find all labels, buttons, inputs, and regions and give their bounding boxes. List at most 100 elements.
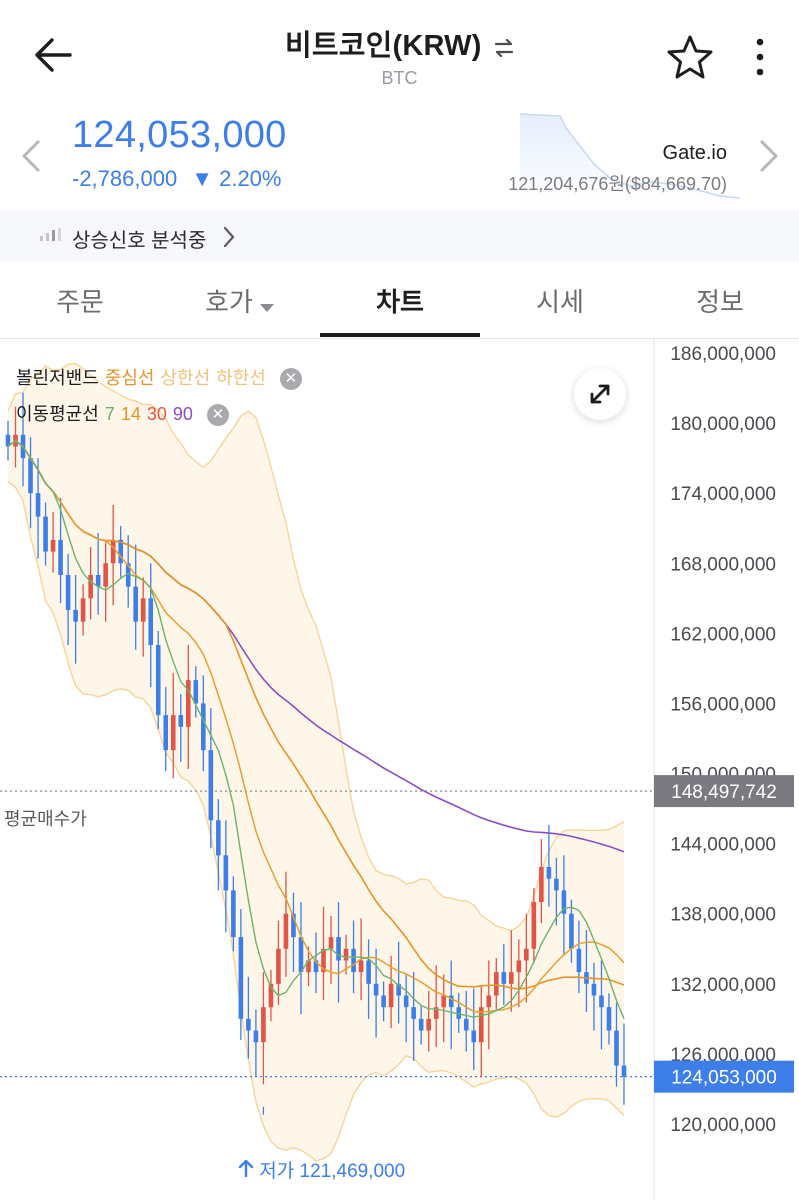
y-tick-label: 132,000,000 xyxy=(670,975,776,996)
signal-label: 상승신호 분석중 xyxy=(72,230,207,252)
candle-body xyxy=(606,1007,612,1031)
exchange-price: 121,204,676원($84,669.70) xyxy=(508,174,727,194)
candle-body xyxy=(35,493,41,517)
change-amount: -2,786,000 xyxy=(72,166,178,191)
y-tick-label: 138,000,000 xyxy=(670,905,776,926)
candle-body xyxy=(546,867,552,879)
candle-body xyxy=(291,913,296,938)
bollinger-legend: 볼린저밴드 중심선 상한선 하한선 ✕ xyxy=(16,364,308,391)
y-tick-label: 180,000,000 xyxy=(670,414,776,435)
tab-bar: 주문 호가 차트 시세 정보 xyxy=(0,262,799,339)
ma-close-icon[interactable]: ✕ xyxy=(206,404,229,427)
candle-body xyxy=(306,960,311,973)
candle-body xyxy=(5,434,11,447)
swap-icon[interactable] xyxy=(494,39,514,62)
candle-body xyxy=(328,937,334,949)
price-summary: 124,053,000 -2,786,000 ▼ 2.20% Gate.io 12… xyxy=(0,100,799,210)
mini-sparkline xyxy=(520,113,740,206)
candle-body xyxy=(148,598,154,646)
avg-buy-tag xyxy=(654,775,794,808)
candle-body xyxy=(396,983,401,996)
ma-14: 14 xyxy=(120,404,141,424)
candle-body xyxy=(388,983,394,1008)
candle-body xyxy=(80,598,86,622)
candle-body xyxy=(336,937,341,961)
candle-body xyxy=(561,890,567,914)
ma7-line xyxy=(7,439,625,1020)
ma-30: 30 xyxy=(146,404,167,424)
back-arrow-icon[interactable] xyxy=(30,30,80,80)
candle-body xyxy=(493,972,499,996)
tab-order[interactable]: 주문 xyxy=(56,287,104,317)
low-price-text: 저가 121,469,000 xyxy=(259,1161,406,1182)
ma-7: 7 xyxy=(104,404,115,424)
candle-body xyxy=(524,948,529,961)
candle-body xyxy=(231,890,236,938)
ma14-line xyxy=(7,439,625,1013)
tab-info[interactable]: 정보 xyxy=(696,287,744,317)
candle-body xyxy=(110,539,116,564)
candle-body xyxy=(50,539,56,552)
bollinger-close-icon[interactable]: ✕ xyxy=(279,368,302,391)
expand-fullscreen-button[interactable] xyxy=(574,368,626,420)
candle-body xyxy=(358,960,364,973)
candle-body xyxy=(276,948,281,984)
candle-body xyxy=(478,1007,484,1043)
bollinger-lower: 하한선 xyxy=(216,368,266,388)
candle-body xyxy=(95,574,101,587)
bollinger-upper-line xyxy=(7,362,625,932)
exchange-name: Gate.io xyxy=(662,142,727,164)
candle-body xyxy=(403,995,409,1008)
candle-body xyxy=(208,750,214,821)
candle-body xyxy=(599,995,604,1008)
ma-legend: 이동평균선 7 14 30 90 ✕ xyxy=(16,400,235,427)
signal-banner[interactable]: 상승신호 분석중 xyxy=(0,210,799,262)
candle-body xyxy=(509,972,514,984)
candle-body xyxy=(155,645,161,716)
avg-buy-tag-text: 148,497,742 xyxy=(671,782,777,803)
candle-body xyxy=(516,960,522,973)
favorite-star-icon[interactable] xyxy=(665,34,715,80)
price-change: -2,786,000 ▼ 2.20% xyxy=(72,166,281,192)
more-vertical-icon[interactable] xyxy=(748,36,772,78)
y-tick-label: 186,000,000 xyxy=(670,344,776,365)
tab-orderbook[interactable]: 호가 xyxy=(160,282,320,320)
prev-coin-chevron-icon[interactable] xyxy=(18,138,44,179)
candle-body xyxy=(313,960,319,973)
ma30-line xyxy=(7,439,625,990)
candle-body xyxy=(614,1030,619,1066)
candle-body xyxy=(539,867,544,903)
candle-body xyxy=(448,995,454,1008)
top-bar: 비트코인(KRW) BTC xyxy=(0,0,799,100)
candle-body xyxy=(463,1018,469,1031)
candle-body xyxy=(554,878,559,891)
tab-chart[interactable]: 차트 xyxy=(376,287,424,317)
signal-bars-icon xyxy=(40,228,62,247)
candle-body xyxy=(591,983,597,996)
candle-body xyxy=(373,983,379,996)
candle-body xyxy=(351,948,356,973)
candlestick-chart[interactable]: 186,000,000 180,000,000 174,000,000 168,000… xyxy=(0,338,799,1200)
candle-body xyxy=(411,1007,416,1019)
candle-body xyxy=(298,937,304,973)
y-tick-label: 144,000,000 xyxy=(670,835,776,856)
next-coin-chevron-icon[interactable] xyxy=(756,138,782,179)
candle-body xyxy=(621,1065,627,1077)
candle-body xyxy=(238,937,244,1019)
current-price-tag xyxy=(654,1060,794,1093)
ma-name: 이동평균선 xyxy=(16,404,99,424)
price-chart[interactable]: 186,000,000 180,000,000 174,000,000 168,000… xyxy=(0,338,799,1200)
active-tab-indicator xyxy=(320,333,480,337)
y-tick-label: 168,000,000 xyxy=(670,554,776,575)
tab-market[interactable]: 시세 xyxy=(536,287,584,317)
tab-orderbook-label: 호가 xyxy=(205,287,253,317)
page-title[interactable]: 비트코인(KRW) xyxy=(284,30,482,62)
bollinger-upper: 상한선 xyxy=(160,368,211,388)
candle-body xyxy=(58,539,63,575)
y-tick-label: 174,000,000 xyxy=(670,484,776,505)
y-tick-label: 156,000,000 xyxy=(670,694,776,715)
candle-body xyxy=(471,1030,477,1043)
candle-body xyxy=(216,820,221,856)
candle-body xyxy=(65,574,71,610)
candle-body xyxy=(133,586,139,622)
